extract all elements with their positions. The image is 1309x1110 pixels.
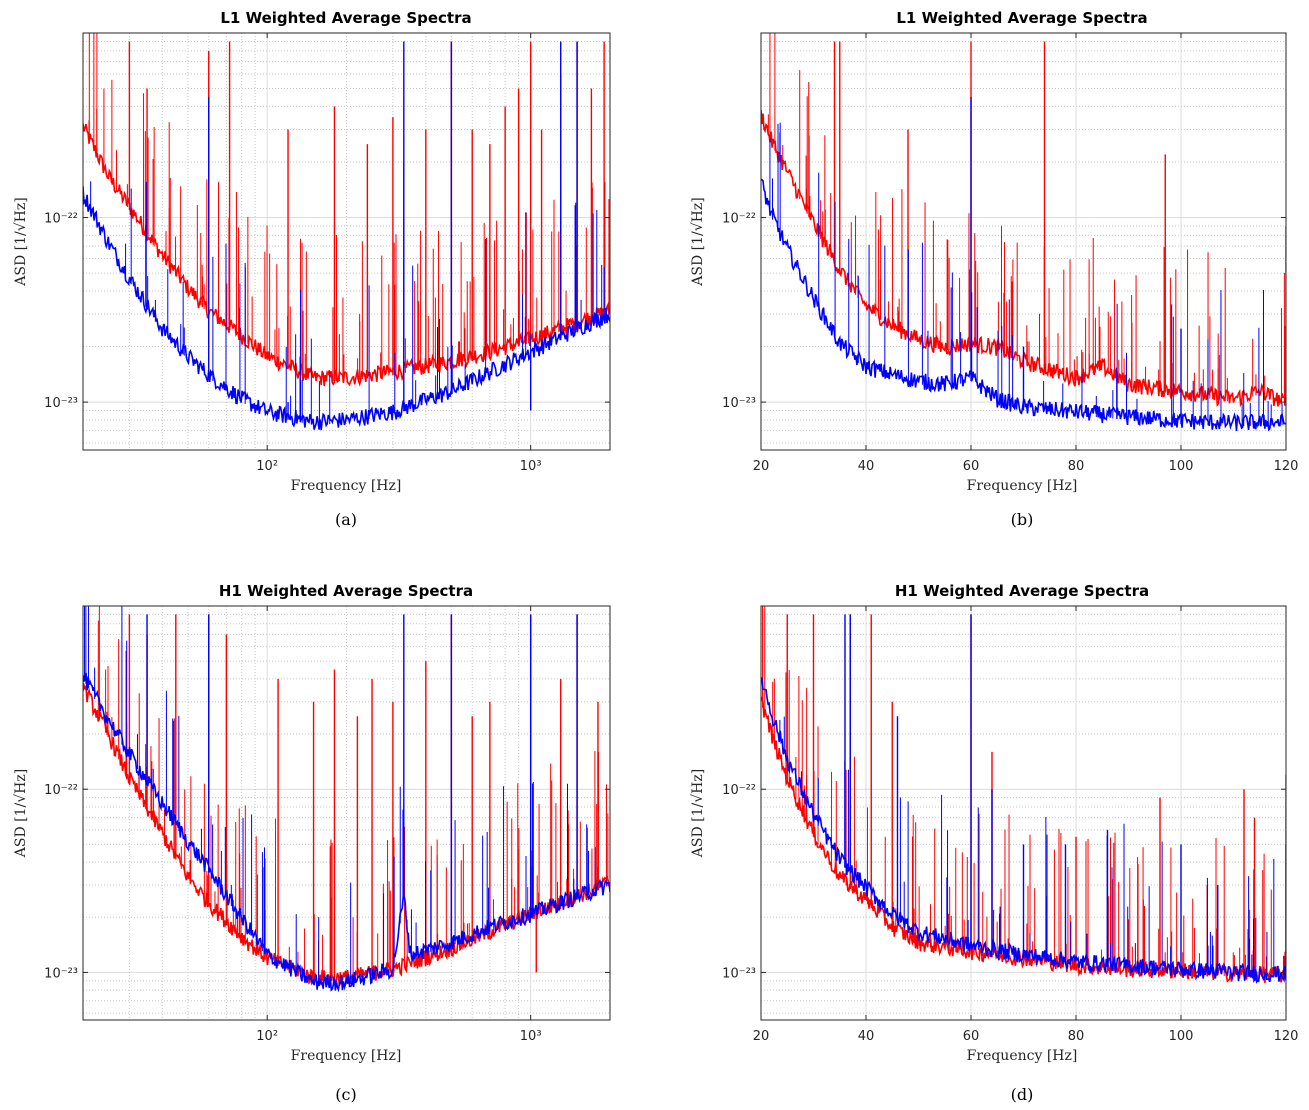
spike-comb-blue — [779, 716, 1285, 978]
series-blue — [83, 606, 610, 993]
grid — [761, 606, 1286, 1020]
x-axis-label: Frequency [Hz] — [291, 478, 402, 494]
axes-box — [760, 605, 1287, 1021]
y-tick-label: 10⁻²³ — [44, 396, 78, 411]
chart-title: H1 Weighted Average Spectra — [895, 582, 1149, 600]
y-tick-label: 10⁻²² — [44, 212, 78, 227]
x-tick-label: 120 — [1274, 1029, 1299, 1044]
x-tick-label: 10³ — [520, 1029, 542, 1044]
x-tick-label: 20 — [753, 1029, 770, 1044]
spike-comb-blue — [769, 122, 1283, 427]
x-tick-label: 60 — [963, 459, 980, 474]
y-tick-label: 10⁻²² — [722, 212, 756, 227]
grid — [83, 33, 610, 450]
series-blue — [83, 41, 610, 431]
spike-comb-red — [767, 33, 1286, 406]
spike-comb-blue — [84, 606, 596, 986]
x-tick-label: 40 — [858, 459, 875, 474]
series-blue — [761, 614, 1286, 984]
y-axis-label: ASD [1/√Hz] — [13, 769, 29, 858]
series-blue — [761, 96, 1286, 432]
x-tick-label: 40 — [858, 1029, 875, 1044]
panel-caption: (a) — [335, 510, 357, 529]
chart-title: H1 Weighted Average Spectra — [219, 582, 473, 600]
panel-caption: (b) — [1011, 510, 1034, 529]
panel-caption: (c) — [335, 1085, 356, 1104]
series-line-blue — [83, 672, 610, 993]
x-tick-label: 10³ — [520, 459, 542, 474]
x-tick-label: 10² — [256, 459, 278, 474]
x-tick-label: 120 — [1274, 459, 1299, 474]
x-axis-label: Frequency [Hz] — [967, 478, 1078, 494]
chart-title: L1 Weighted Average Spectra — [896, 9, 1147, 27]
y-tick-label: 10⁻²² — [44, 783, 78, 798]
y-tick-label: 10⁻²³ — [44, 966, 78, 981]
x-tick-label: 60 — [963, 1029, 980, 1044]
y-axis-label: ASD [1/√Hz] — [13, 197, 29, 286]
x-axis-label: Frequency [Hz] — [967, 1048, 1078, 1064]
spike-comb-blue — [90, 181, 605, 425]
y-axis-label: ASD [1/√Hz] — [690, 197, 706, 286]
axes-box — [82, 605, 611, 1021]
x-tick-label: 20 — [753, 459, 770, 474]
x-tick-label: 100 — [1169, 459, 1194, 474]
chart-panel-2: 10² 10³ 10⁻²³ 10⁻²² H1 Weighted Average Spec… — [13, 582, 611, 1104]
chart-panel-0: 10² 10³ 10⁻²³ 10⁻²² L1 Weighted Average Spec… — [13, 9, 611, 529]
chart-panel-1: 20 40 60 80 100 120 10⁻²³ 10⁻²² L1 Weighted Aver… — [690, 9, 1298, 529]
x-tick-label: 80 — [1068, 1029, 1085, 1044]
spike-comb-red — [97, 606, 609, 981]
axes-box — [82, 32, 611, 451]
y-tick-label: 10⁻²² — [722, 783, 756, 798]
axes-box — [760, 32, 1287, 451]
x-tick-label: 100 — [1169, 1029, 1194, 1044]
panel-caption: (d) — [1011, 1085, 1034, 1104]
x-axis-label: Frequency [Hz] — [291, 1048, 402, 1064]
chart-title: L1 Weighted Average Spectra — [220, 9, 471, 27]
y-tick-label: 10⁻²³ — [722, 396, 756, 411]
chart-panel-3: 20 40 60 80 100 120 10⁻²³ 10⁻²² H1 Weighted Aver… — [690, 582, 1298, 1104]
x-tick-label: 80 — [1068, 459, 1085, 474]
y-axis-label: ASD [1/√Hz] — [690, 769, 706, 858]
y-tick-label: 10⁻²³ — [722, 966, 756, 981]
x-tick-label: 10² — [256, 1029, 278, 1044]
